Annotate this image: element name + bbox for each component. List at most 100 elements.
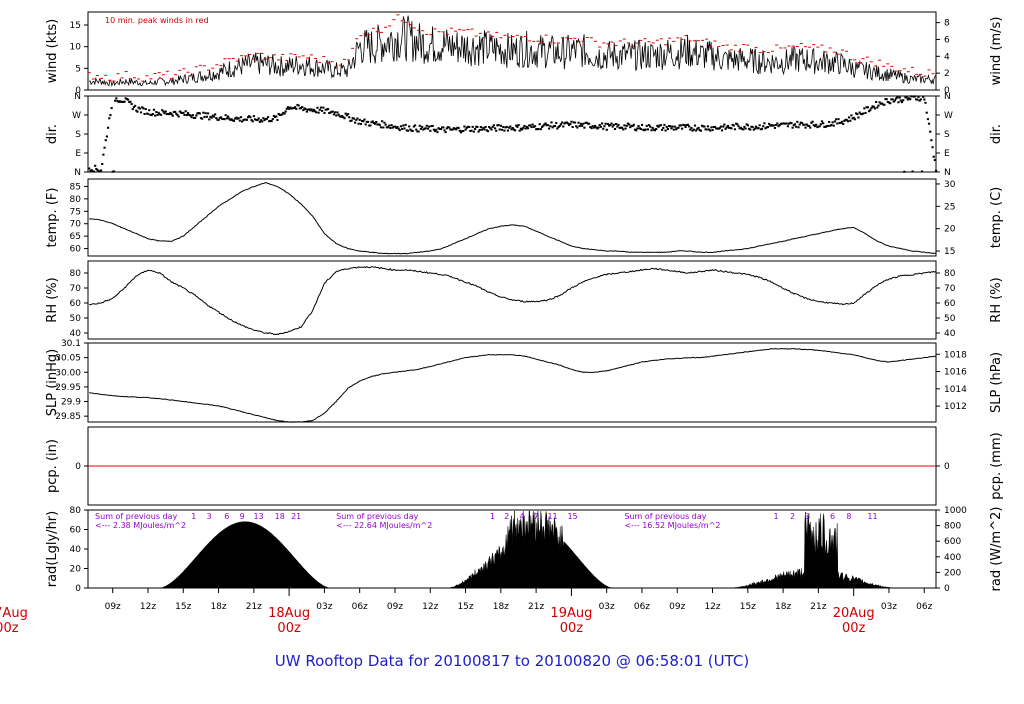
wind-direction-point — [919, 98, 922, 101]
wind-direction-point — [642, 128, 645, 131]
wind-direction-point — [829, 124, 832, 127]
wind-direction-point — [558, 124, 561, 127]
wind-direction-point — [675, 128, 678, 131]
wind-direction-point — [169, 111, 172, 114]
wind-direction-point — [461, 130, 464, 133]
wind-direction-point — [716, 127, 719, 130]
wind-direction-point — [685, 124, 688, 127]
wind-direction-point — [720, 129, 724, 132]
wind-direction-point — [778, 124, 781, 127]
wind-direction-point — [824, 126, 827, 129]
wind-direction-point — [887, 101, 891, 104]
wind-direction-point — [596, 127, 599, 130]
wind-direction-point — [540, 125, 544, 128]
wind-direction-point — [275, 115, 278, 118]
wind-direction-point — [397, 127, 400, 130]
y-tick-label-right: 1000 — [944, 506, 967, 516]
wind-direction-point — [873, 107, 877, 110]
wind-direction-point — [597, 126, 600, 129]
panel-3: temp. (F) temp. (C) 60 65 70 75 80 85 15 20 25 30 — [45, 178, 1004, 257]
wind-direction-point — [305, 110, 308, 113]
day-label: 18Aug — [268, 606, 310, 621]
y-tick-label: N — [74, 168, 81, 178]
sunshine-hour-label: 13 — [253, 512, 263, 521]
wind-direction-point — [920, 170, 924, 173]
wind-direction-point — [526, 127, 530, 130]
wind-direction-point — [764, 127, 767, 130]
wind-direction-point — [262, 117, 265, 120]
sunshine-hour-label: 11 — [547, 512, 557, 521]
wind-direction-point — [268, 120, 271, 123]
wind-direction-point — [473, 127, 477, 130]
wind-direction-point — [668, 125, 671, 128]
wind-direction-point — [428, 125, 431, 128]
wind-direction-point — [855, 112, 858, 115]
x-tick-label: 21z — [810, 602, 826, 612]
panel-frame — [87, 11, 937, 91]
y-tick-label: 30.05 — [55, 354, 81, 364]
wind-direction-point — [225, 117, 228, 120]
wind-direction-point — [281, 113, 284, 116]
wind-direction-point — [99, 169, 103, 172]
wind-direction-point — [713, 125, 717, 128]
wind-direction-point — [886, 100, 889, 103]
wind-direction-point — [827, 120, 831, 123]
wind-direction-point — [109, 114, 112, 117]
wind-direction-point — [595, 126, 598, 129]
wind-direction-point — [499, 124, 503, 127]
wind-direction-point — [571, 125, 574, 128]
y-axis-label: RH (%) — [45, 277, 60, 322]
wind-direction-point — [491, 125, 494, 128]
wind-direction-point — [639, 128, 642, 131]
wind-direction-point — [484, 125, 487, 128]
x-tick-label: 09z — [105, 602, 121, 612]
wind-direction-point — [239, 116, 243, 119]
x-tick-label: 03z — [316, 602, 332, 612]
wind-direction-point — [95, 167, 98, 170]
panel-frame — [87, 260, 937, 340]
wind-direction-point — [805, 123, 808, 126]
y-tick-label: 80 — [70, 195, 82, 205]
wind-direction-point — [199, 117, 203, 120]
wind-direction-point — [323, 111, 326, 114]
wind-direction-point — [539, 128, 543, 131]
wind-direction-point — [274, 116, 277, 119]
wind-direction-point — [205, 115, 208, 118]
wind-direction-point — [475, 125, 478, 128]
sunshine-hour-label: 18 — [275, 512, 285, 521]
wind-direction-point — [478, 128, 481, 131]
y-tick-label-right: 200 — [944, 568, 961, 578]
y-tick-label-right: 70 — [944, 284, 956, 294]
y-tick-label: 65 — [70, 232, 81, 242]
wind-direction-point — [670, 127, 673, 130]
wind-direction-point — [121, 100, 124, 103]
y-axis-label-right: rad (W/m^2) — [989, 507, 1004, 592]
wind-direction-point — [689, 128, 692, 131]
wind-direction-point — [190, 116, 193, 119]
wind-direction-point — [858, 111, 861, 114]
y-tick-label: 10 — [70, 43, 82, 53]
y-tick-label-right: 25 — [944, 202, 955, 212]
y-tick-label: 20 — [70, 565, 82, 575]
wind-direction-point — [290, 107, 293, 110]
wind-direction-point — [608, 124, 611, 127]
wind-direction-point — [643, 129, 646, 132]
wind-direction-point — [665, 125, 668, 128]
wind-direction-point — [263, 119, 266, 122]
wind-direction-point — [626, 122, 630, 125]
wind-direction-point — [511, 126, 514, 129]
wind-direction-point — [409, 128, 412, 131]
y-tick-label-right: N — [944, 92, 951, 102]
wind-direction-point — [712, 125, 715, 128]
wind-direction-point — [198, 112, 201, 115]
wind-direction-point — [864, 111, 867, 114]
series-line — [89, 348, 937, 423]
wind-direction-point — [257, 117, 260, 120]
wind-direction-point — [519, 127, 523, 130]
wind-direction-point — [582, 122, 585, 125]
wind-direction-point — [809, 126, 812, 129]
wind-direction-point — [842, 123, 845, 126]
wind-direction-point — [255, 118, 258, 121]
wind-direction-point — [297, 104, 300, 107]
wind-direction-point — [703, 125, 706, 128]
